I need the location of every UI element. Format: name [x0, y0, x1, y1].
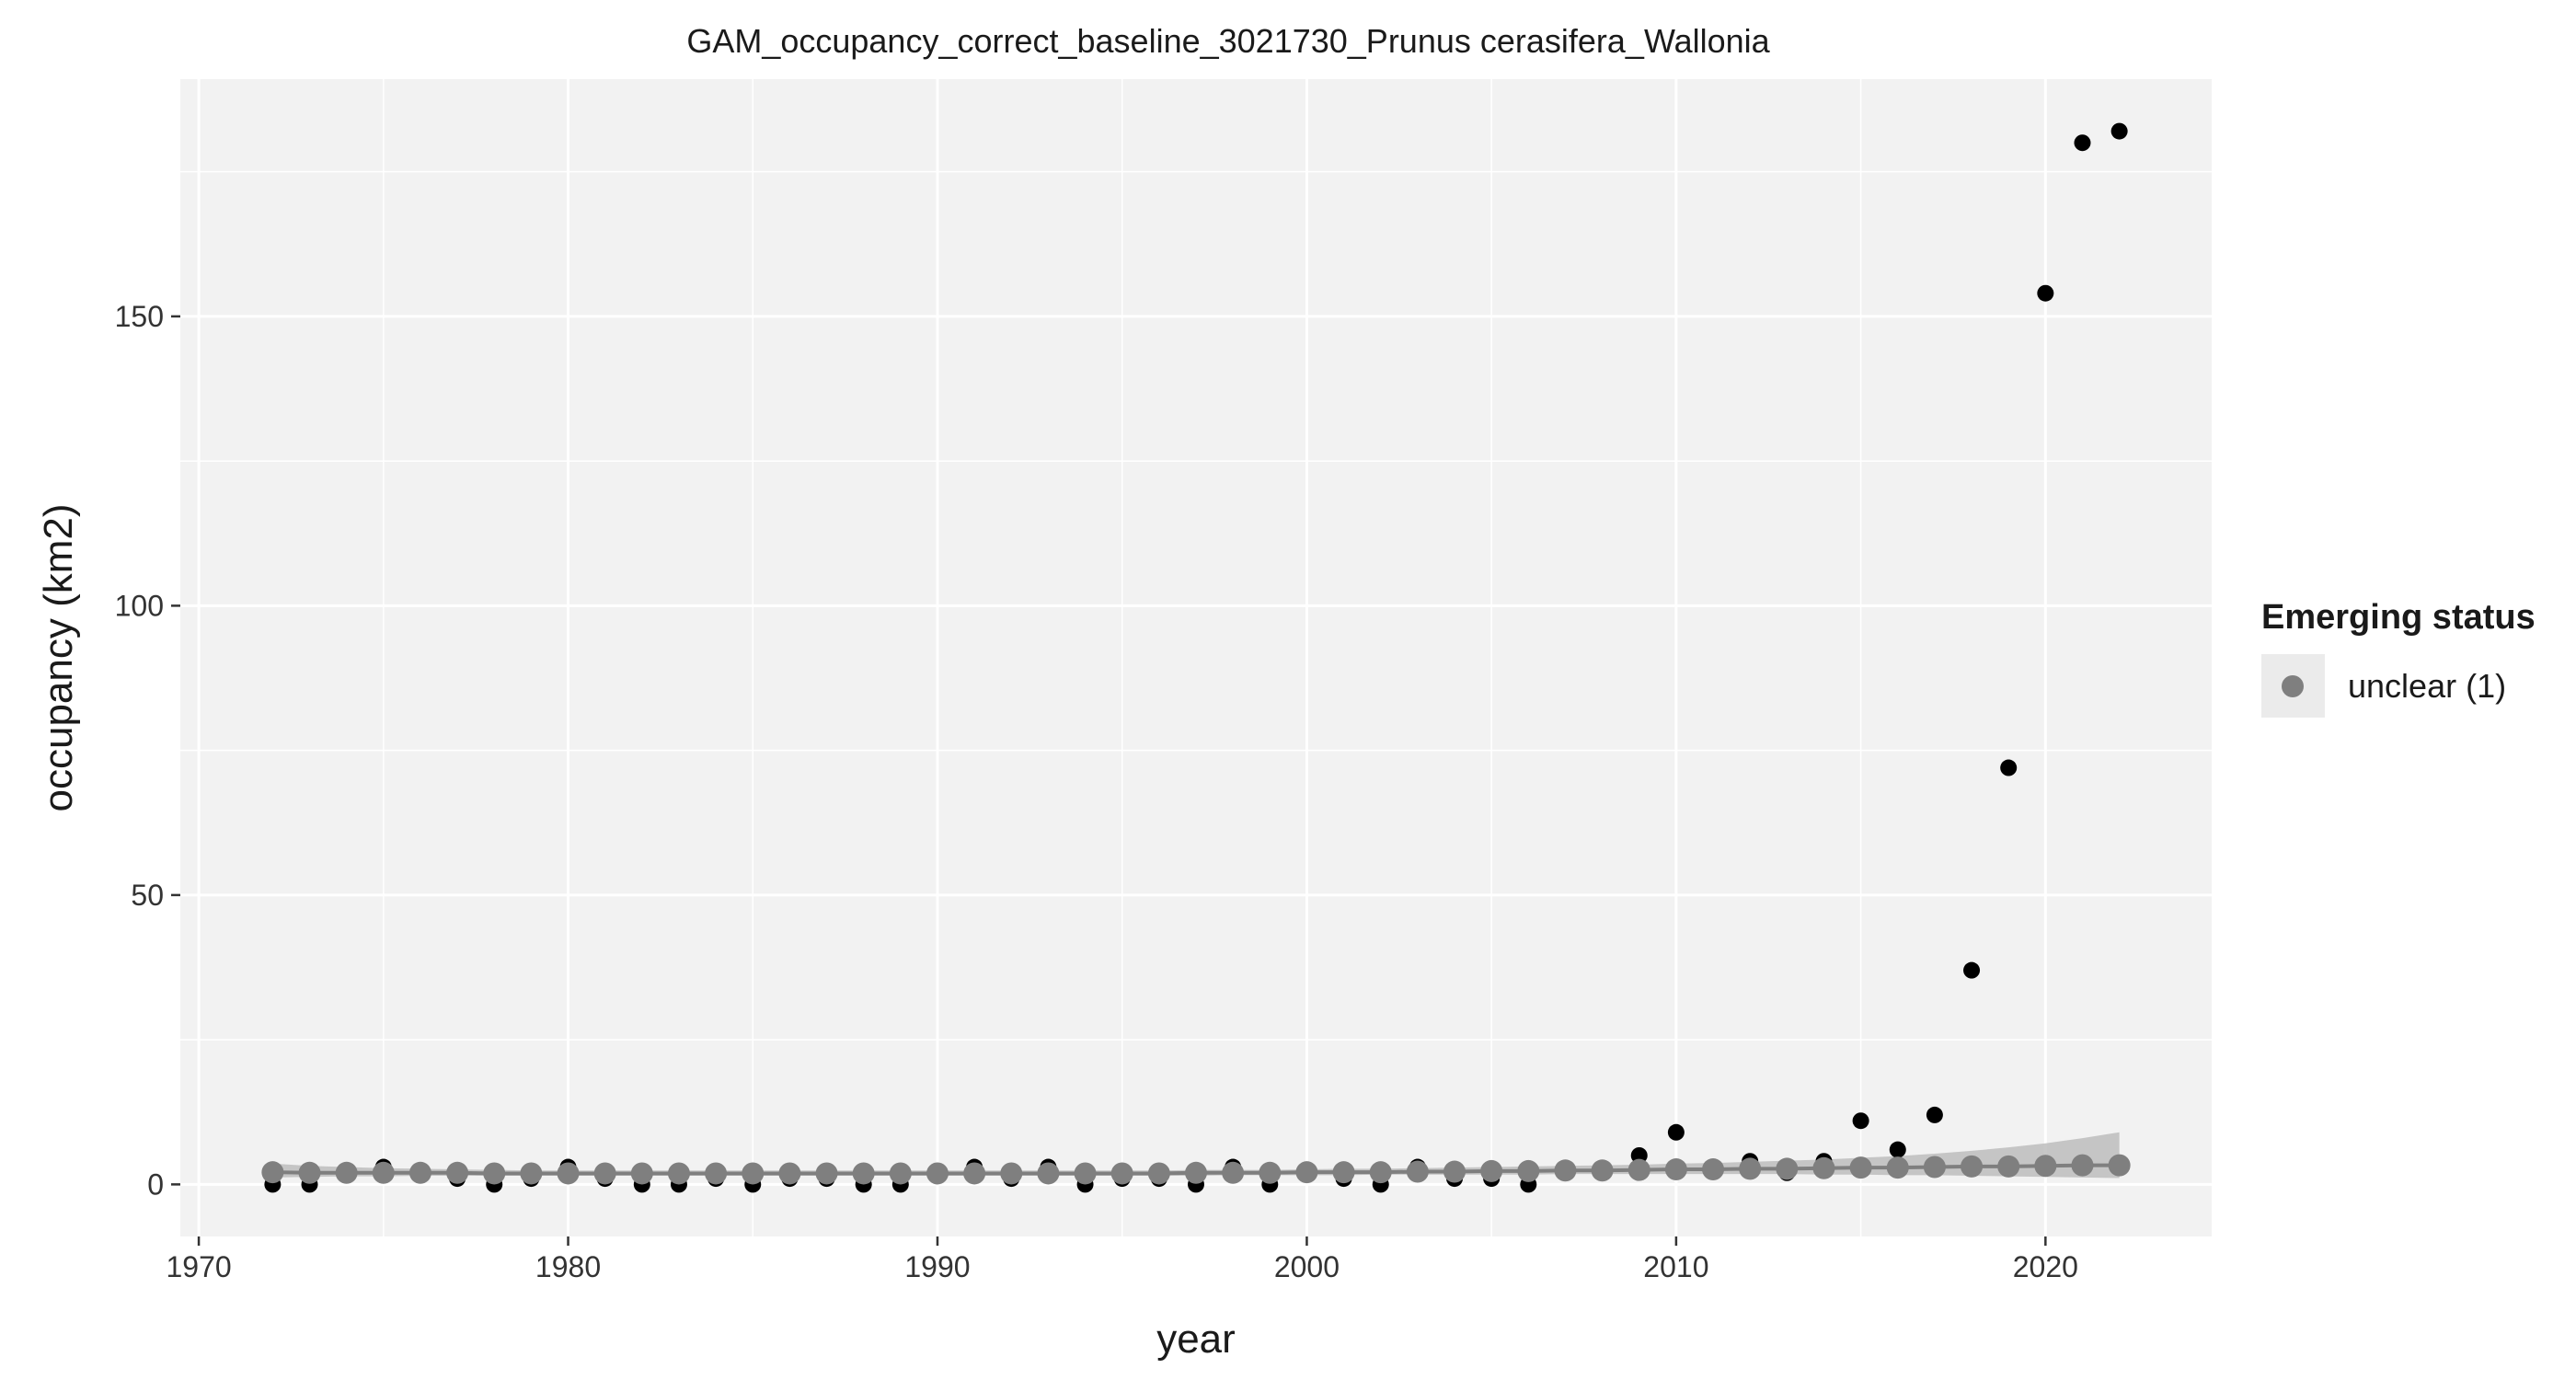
fitted-point	[1702, 1158, 1725, 1181]
fitted-point	[1037, 1162, 1060, 1185]
fitted-series-layer	[261, 1154, 2131, 1185]
y-tick-label: 0	[147, 1167, 164, 1201]
fitted-point	[630, 1162, 653, 1185]
fitted-point	[1259, 1161, 1282, 1184]
y-axis: 0 50 100 150	[115, 300, 180, 1201]
observed-point	[1630, 1146, 1648, 1164]
observed-point	[2110, 122, 2128, 140]
x-axis-title: year	[1156, 1317, 1236, 1362]
y-tick-label: 50	[131, 879, 164, 912]
legend: Emerging status unclear (1)	[2261, 598, 2536, 718]
fitted-point	[1332, 1161, 1355, 1184]
fitted-point	[889, 1162, 912, 1185]
fitted-point	[1110, 1162, 1133, 1185]
fitted-point	[2108, 1154, 2131, 1177]
fitted-point	[963, 1162, 986, 1185]
x-tick-label: 2020	[2013, 1250, 2078, 1283]
fitted-point	[926, 1162, 949, 1185]
fitted-point	[852, 1162, 875, 1185]
fitted-point	[1812, 1156, 1835, 1179]
fitted-point	[1517, 1159, 1540, 1182]
confidence-band-layer	[272, 1132, 2120, 1179]
fitted-point	[1222, 1161, 1245, 1184]
fitted-point	[335, 1161, 358, 1184]
observed-point	[2037, 284, 2054, 302]
fitted-point	[2034, 1155, 2057, 1178]
x-tick-label: 2010	[1643, 1250, 1708, 1283]
fitted-point	[742, 1162, 765, 1185]
observed-point	[1963, 961, 1981, 979]
fitted-point	[1185, 1161, 1207, 1184]
x-tick-label: 1980	[535, 1250, 601, 1283]
fitted-point	[815, 1162, 838, 1185]
fitted-point	[1369, 1161, 1392, 1184]
fitted-point	[705, 1162, 728, 1185]
chart-title: GAM_occupancy_correct_baseline_3021730_P…	[686, 22, 1770, 60]
fitted-point	[1074, 1162, 1097, 1185]
fitted-point	[1923, 1156, 1946, 1179]
observed-point	[2000, 759, 2018, 776]
fitted-point	[1443, 1160, 1466, 1183]
observed-point	[1667, 1123, 1685, 1141]
fitted-point	[1480, 1159, 1503, 1182]
fitted-point	[261, 1161, 284, 1184]
fitted-point	[1591, 1159, 1614, 1182]
fitted-point	[483, 1162, 506, 1185]
x-axis: 1970 1980 1990 2000 2010 2020	[166, 1236, 2078, 1283]
fitted-point	[1739, 1157, 1762, 1180]
y-tick-label: 100	[115, 589, 164, 622]
fitted-point	[298, 1161, 321, 1184]
fitted-point	[408, 1161, 431, 1184]
confidence-band	[272, 1132, 2120, 1179]
legend-title: Emerging status	[2261, 598, 2536, 637]
y-axis-title: occupancy (km2)	[36, 503, 81, 811]
plot-panel	[180, 79, 2212, 1236]
fitted-point	[2071, 1154, 2094, 1177]
observed-point	[1852, 1112, 1869, 1130]
fitted-point	[1406, 1160, 1429, 1183]
fitted-point	[593, 1162, 616, 1185]
fitted-point	[1554, 1159, 1577, 1182]
fitted-point	[1997, 1155, 2020, 1178]
fitted-point	[1849, 1156, 1872, 1179]
observed-point	[1926, 1106, 1943, 1123]
fitted-point	[1295, 1161, 1318, 1184]
observed-point	[1889, 1141, 1906, 1158]
y-tick-label: 150	[115, 300, 164, 333]
legend-key-point	[2282, 675, 2304, 697]
fitted-point	[1147, 1162, 1170, 1185]
fitted-point	[1664, 1158, 1687, 1181]
x-tick-label: 2000	[1274, 1250, 1340, 1283]
fitted-point	[667, 1162, 690, 1185]
fitted-point	[372, 1161, 395, 1184]
fitted-point	[1886, 1156, 1909, 1179]
legend-label-unclear: unclear (1)	[2348, 667, 2506, 705]
fitted-point	[520, 1162, 543, 1185]
fitted-point	[446, 1161, 469, 1184]
fitted-point	[1627, 1158, 1650, 1181]
fitted-point	[1961, 1155, 1984, 1178]
x-tick-label: 1970	[166, 1250, 231, 1283]
fitted-point	[1000, 1162, 1023, 1185]
x-tick-label: 1990	[904, 1250, 970, 1283]
fitted-point	[1776, 1157, 1799, 1180]
grid-lines	[180, 79, 2212, 1236]
fitted-point	[557, 1162, 580, 1185]
observed-point	[2074, 134, 2091, 152]
fitted-point	[778, 1162, 801, 1185]
